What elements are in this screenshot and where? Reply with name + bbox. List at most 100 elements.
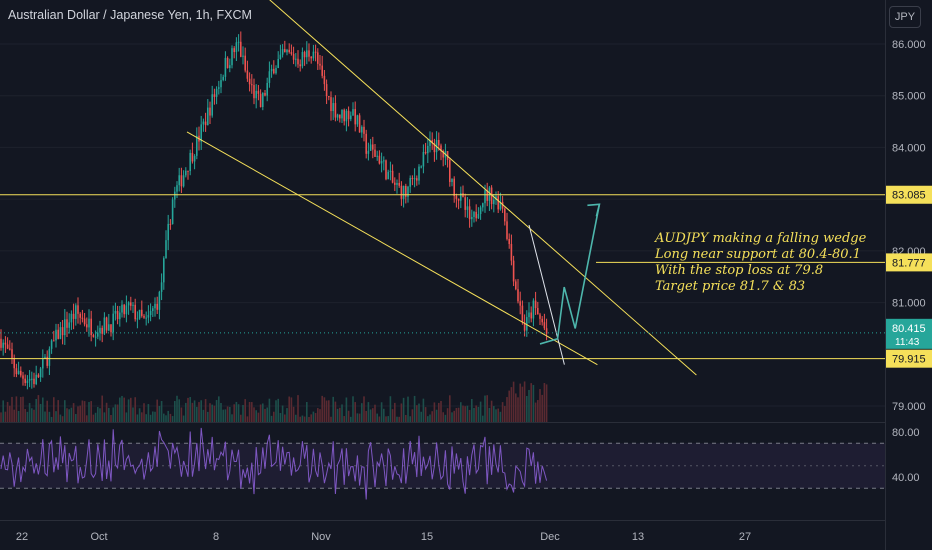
price-tick-label: 86.000 xyxy=(892,39,926,51)
candle-body xyxy=(33,378,35,385)
candle-body xyxy=(255,90,257,99)
volume-bar xyxy=(394,402,396,422)
volume-bar xyxy=(354,402,356,422)
candle-body xyxy=(422,151,425,167)
volume-bar xyxy=(4,411,7,422)
time-tick-label: Oct xyxy=(90,531,107,543)
volume-bar xyxy=(273,411,275,422)
candle-body xyxy=(385,160,387,180)
candle-body xyxy=(187,170,189,172)
candle-body xyxy=(83,318,86,325)
note-line-2: Long near support at 80.4-80.1 xyxy=(655,247,861,262)
volume-bar xyxy=(378,416,381,422)
volume-bar xyxy=(532,384,535,422)
candle-body xyxy=(495,196,497,200)
volume-bar xyxy=(534,402,537,422)
candle-body xyxy=(196,135,198,156)
candle-body xyxy=(299,64,301,67)
volume-bar xyxy=(132,407,134,422)
channel-line-0 xyxy=(269,0,697,376)
time-tick-label: 13 xyxy=(632,531,644,543)
candle-body xyxy=(222,76,224,81)
candle-body xyxy=(288,49,290,53)
volume-bar xyxy=(218,396,220,422)
volume-bar xyxy=(541,394,543,422)
volume-bar xyxy=(433,402,436,422)
volume-bar xyxy=(521,386,524,422)
volume-bar xyxy=(411,409,414,422)
volume-bar xyxy=(101,395,103,422)
candle-body xyxy=(308,50,310,57)
volume-bar xyxy=(530,383,532,422)
note-line-4: Target price 81.7 & 83 xyxy=(655,279,806,294)
volume-bar xyxy=(376,413,378,422)
candle-body xyxy=(343,109,345,122)
volume-bar xyxy=(444,414,447,422)
volume-bar xyxy=(233,404,235,422)
candle-body xyxy=(387,171,389,180)
candle-body xyxy=(347,110,350,120)
candle-body xyxy=(176,185,178,192)
candle-body xyxy=(528,312,530,318)
candle-body xyxy=(303,52,306,58)
candle-body xyxy=(240,41,242,57)
candle-body xyxy=(532,300,535,319)
candle-body xyxy=(323,75,326,85)
volume-bar xyxy=(0,412,2,422)
candle-body xyxy=(130,302,132,306)
volume-bar xyxy=(119,397,121,422)
candle-body xyxy=(123,304,125,315)
volume-bar xyxy=(94,412,97,422)
volume-bar xyxy=(97,406,99,422)
volume-bar xyxy=(424,407,427,422)
candle-body xyxy=(125,305,128,315)
volume-bar xyxy=(105,402,108,422)
candle-body xyxy=(400,185,403,199)
volume-bar xyxy=(308,416,310,422)
volume-bar xyxy=(156,399,158,422)
candle-body xyxy=(427,145,429,154)
candle-body xyxy=(70,313,73,323)
price-tick-label: 79.000 xyxy=(892,401,926,413)
candle-body xyxy=(312,51,315,59)
volume-bar xyxy=(134,397,136,422)
volume-bar xyxy=(224,409,227,422)
candle-body xyxy=(369,144,372,151)
candle-body xyxy=(209,107,211,116)
time-tick-label: 8 xyxy=(213,531,219,543)
volume-bar xyxy=(314,413,317,422)
candle-body xyxy=(237,41,240,43)
volume-bar xyxy=(464,406,466,422)
candle-body xyxy=(6,344,9,349)
candle-body xyxy=(508,238,510,244)
candle-body xyxy=(24,378,26,383)
candles xyxy=(0,31,548,390)
volume-bar xyxy=(286,408,288,422)
candle-body xyxy=(101,327,103,334)
candle-body xyxy=(229,65,231,69)
candle-body xyxy=(345,110,348,122)
rsi-band xyxy=(0,443,885,489)
volume-bar xyxy=(226,406,229,422)
volume-bar xyxy=(431,411,433,422)
volume-bar xyxy=(72,403,75,422)
candle-body xyxy=(178,175,180,186)
currency-badge[interactable]: JPY xyxy=(889,6,921,28)
volume-bar xyxy=(440,400,442,422)
volume-bar xyxy=(121,395,123,422)
candle-body xyxy=(402,185,405,199)
volume-bar xyxy=(9,405,11,422)
candle-body xyxy=(541,318,543,323)
volume-bar xyxy=(325,400,328,422)
candle-body xyxy=(160,282,163,292)
candle-body xyxy=(433,143,436,153)
candle-body xyxy=(167,223,169,241)
candle-body xyxy=(246,70,249,79)
volume-bar xyxy=(396,416,398,422)
volume-bar xyxy=(17,410,20,422)
volume-bar xyxy=(61,416,64,422)
candle-body xyxy=(66,319,68,328)
volume-bar xyxy=(178,399,180,422)
volume-bar xyxy=(20,397,22,422)
